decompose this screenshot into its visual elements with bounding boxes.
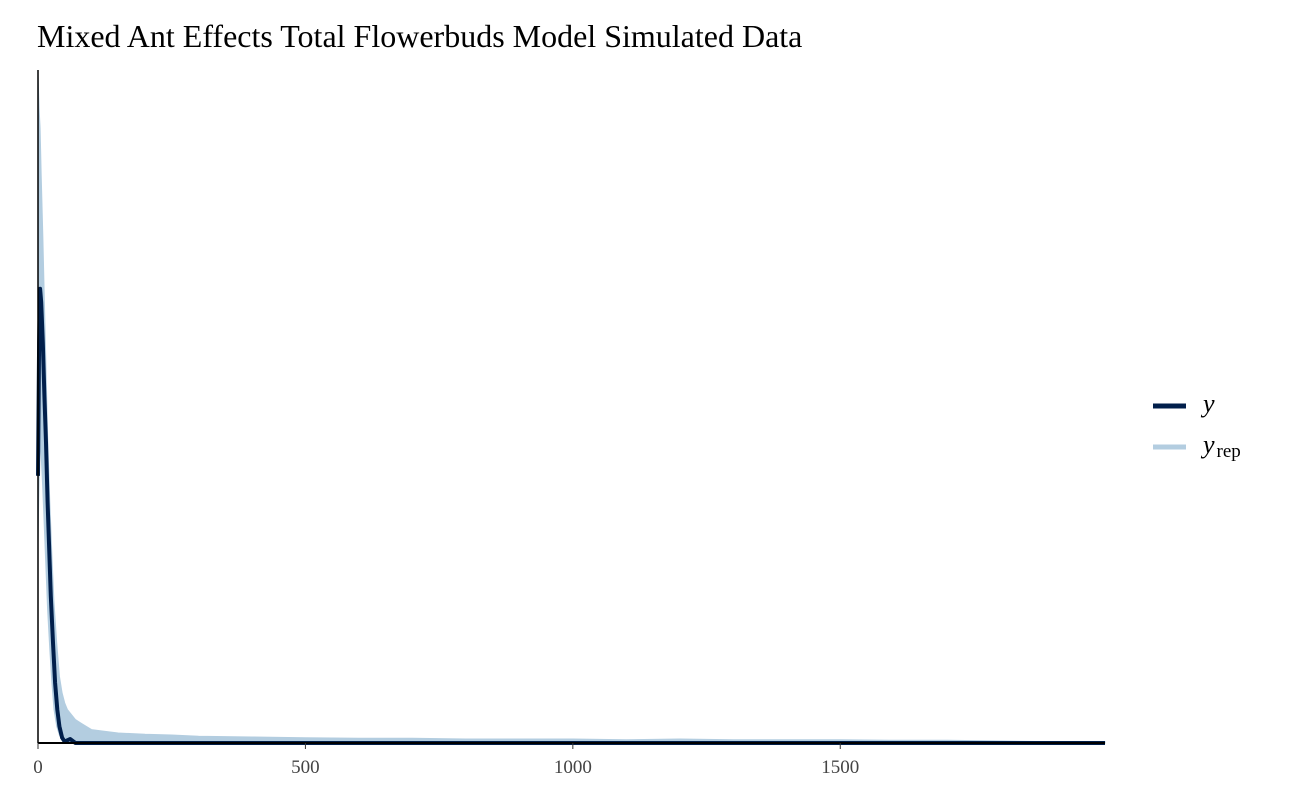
y-line <box>36 286 1105 745</box>
x-tick-label: 0 <box>33 757 43 778</box>
x-tick-label: 500 <box>291 757 320 778</box>
yrep-band <box>37 74 1106 744</box>
legend-label-yrep-sub: rep <box>1217 441 1241 462</box>
chart-title: Mixed Ant Effects Total Flowerbuds Model… <box>37 18 803 54</box>
x-axis-ticks: 0 500 1000 1500 <box>33 743 859 778</box>
x-tick-label: 1000 <box>554 757 592 778</box>
x-tick-label: 1500 <box>821 757 859 778</box>
legend-label-yrep-base: y <box>1200 430 1215 459</box>
legend-label-yrep: y rep <box>1200 430 1241 462</box>
legend-label-y: y <box>1200 389 1215 418</box>
legend: y y rep <box>1153 389 1241 462</box>
